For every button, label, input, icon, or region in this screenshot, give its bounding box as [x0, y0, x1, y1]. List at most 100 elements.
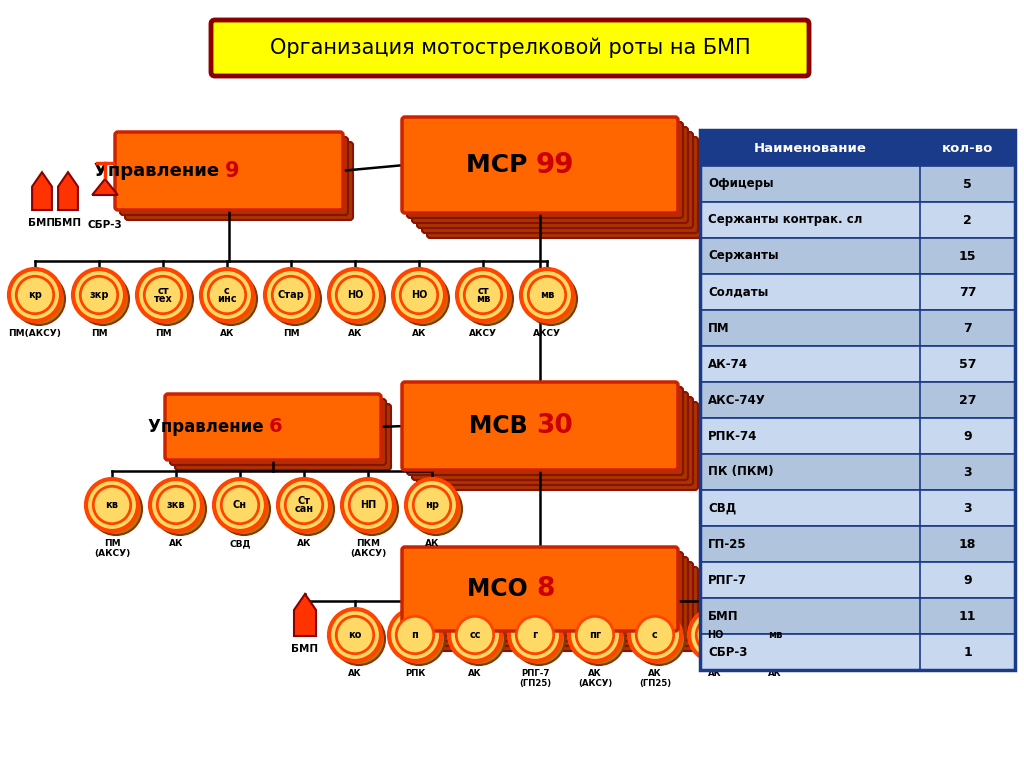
Text: РПК: РПК: [404, 669, 425, 678]
FancyBboxPatch shape: [115, 132, 343, 210]
Circle shape: [9, 269, 61, 321]
Text: АК
(ГП25): АК (ГП25): [639, 669, 671, 689]
FancyBboxPatch shape: [427, 142, 703, 238]
Circle shape: [453, 613, 505, 665]
Polygon shape: [294, 594, 316, 636]
Circle shape: [393, 613, 445, 665]
FancyBboxPatch shape: [412, 127, 688, 223]
Text: г: г: [532, 630, 538, 640]
Text: АК: АК: [412, 329, 426, 338]
Circle shape: [528, 276, 565, 314]
FancyBboxPatch shape: [700, 274, 1015, 310]
Circle shape: [201, 269, 253, 321]
Text: ПМ: ПМ: [283, 329, 299, 338]
Circle shape: [629, 609, 681, 661]
Circle shape: [396, 616, 434, 653]
Text: 9: 9: [225, 161, 240, 181]
FancyBboxPatch shape: [422, 137, 698, 233]
FancyBboxPatch shape: [402, 547, 678, 631]
Text: 2: 2: [964, 213, 972, 226]
FancyBboxPatch shape: [700, 202, 1015, 238]
Circle shape: [400, 276, 437, 314]
Circle shape: [218, 483, 270, 535]
Text: ПКМ
(АКСУ): ПКМ (АКСУ): [350, 539, 386, 558]
Text: ст
тех: ст тех: [154, 285, 172, 304]
Circle shape: [16, 276, 53, 314]
FancyBboxPatch shape: [175, 404, 391, 470]
Text: кр: кр: [28, 290, 42, 300]
FancyBboxPatch shape: [120, 137, 348, 215]
Text: Офицеры: Офицеры: [708, 177, 773, 190]
Circle shape: [282, 483, 334, 535]
Circle shape: [278, 479, 330, 531]
Text: ПК (ПКМ): ПК (ПКМ): [708, 466, 773, 479]
Circle shape: [80, 276, 118, 314]
Circle shape: [346, 483, 398, 535]
Circle shape: [336, 276, 374, 314]
Circle shape: [749, 609, 801, 661]
FancyBboxPatch shape: [700, 166, 1015, 202]
Circle shape: [154, 483, 206, 535]
FancyBboxPatch shape: [700, 454, 1015, 490]
Text: сс: сс: [469, 630, 480, 640]
Text: АК: АК: [468, 669, 482, 678]
Text: Наименование: Наименование: [754, 141, 866, 154]
Text: Стар: Стар: [278, 290, 304, 300]
Circle shape: [272, 276, 309, 314]
Circle shape: [150, 479, 202, 531]
Text: Ст
сан: Ст сан: [295, 495, 313, 515]
Text: МСВ: МСВ: [469, 414, 536, 438]
Text: ГП-25: ГП-25: [708, 538, 746, 551]
FancyBboxPatch shape: [422, 402, 698, 490]
Text: АК-74: АК-74: [708, 357, 748, 370]
Circle shape: [349, 486, 387, 524]
FancyBboxPatch shape: [700, 634, 1015, 670]
Text: зкв: зкв: [167, 500, 185, 510]
Text: СВД: СВД: [708, 502, 736, 515]
Text: РПК-74: РПК-74: [708, 430, 758, 443]
Text: Управление: Управление: [147, 418, 269, 436]
Circle shape: [269, 273, 321, 325]
Circle shape: [525, 273, 577, 325]
Circle shape: [397, 273, 449, 325]
Circle shape: [406, 479, 458, 531]
Circle shape: [141, 273, 193, 325]
Text: АКСУ: АКСУ: [469, 329, 497, 338]
Circle shape: [333, 613, 385, 665]
FancyBboxPatch shape: [407, 387, 683, 475]
Text: 11: 11: [958, 610, 976, 623]
Text: БМП: БМП: [29, 218, 55, 228]
Circle shape: [208, 276, 246, 314]
Text: БМП: БМП: [54, 218, 82, 228]
Text: п: п: [412, 630, 419, 640]
FancyBboxPatch shape: [700, 598, 1015, 634]
Text: 18: 18: [958, 538, 976, 551]
Circle shape: [137, 269, 189, 321]
Text: зкр: зкр: [89, 290, 109, 300]
Text: АК: АК: [348, 669, 361, 678]
Text: ПМ: ПМ: [708, 321, 730, 334]
Text: НО: НО: [347, 290, 364, 300]
Text: с
инс: с инс: [217, 285, 237, 304]
Text: Солдаты: Солдаты: [708, 285, 768, 298]
FancyBboxPatch shape: [417, 132, 693, 228]
Text: СБР-3: СБР-3: [708, 646, 748, 659]
Text: РПГ-7
(ГП25): РПГ-7 (ГП25): [519, 669, 551, 689]
Circle shape: [696, 616, 734, 653]
Circle shape: [457, 616, 494, 653]
Circle shape: [93, 486, 131, 524]
Circle shape: [389, 609, 441, 661]
Text: ко: ко: [348, 630, 361, 640]
Text: АК: АК: [348, 329, 362, 338]
Circle shape: [214, 479, 266, 531]
Text: МСР: МСР: [466, 153, 536, 177]
FancyBboxPatch shape: [412, 557, 688, 641]
Text: нр: нр: [425, 500, 439, 510]
FancyBboxPatch shape: [211, 20, 809, 76]
Text: Сержанты: Сержанты: [708, 249, 778, 262]
Polygon shape: [92, 179, 118, 195]
Circle shape: [689, 609, 741, 661]
Text: 3: 3: [964, 502, 972, 515]
Text: пг: пг: [589, 630, 601, 640]
Text: 8: 8: [536, 576, 554, 602]
